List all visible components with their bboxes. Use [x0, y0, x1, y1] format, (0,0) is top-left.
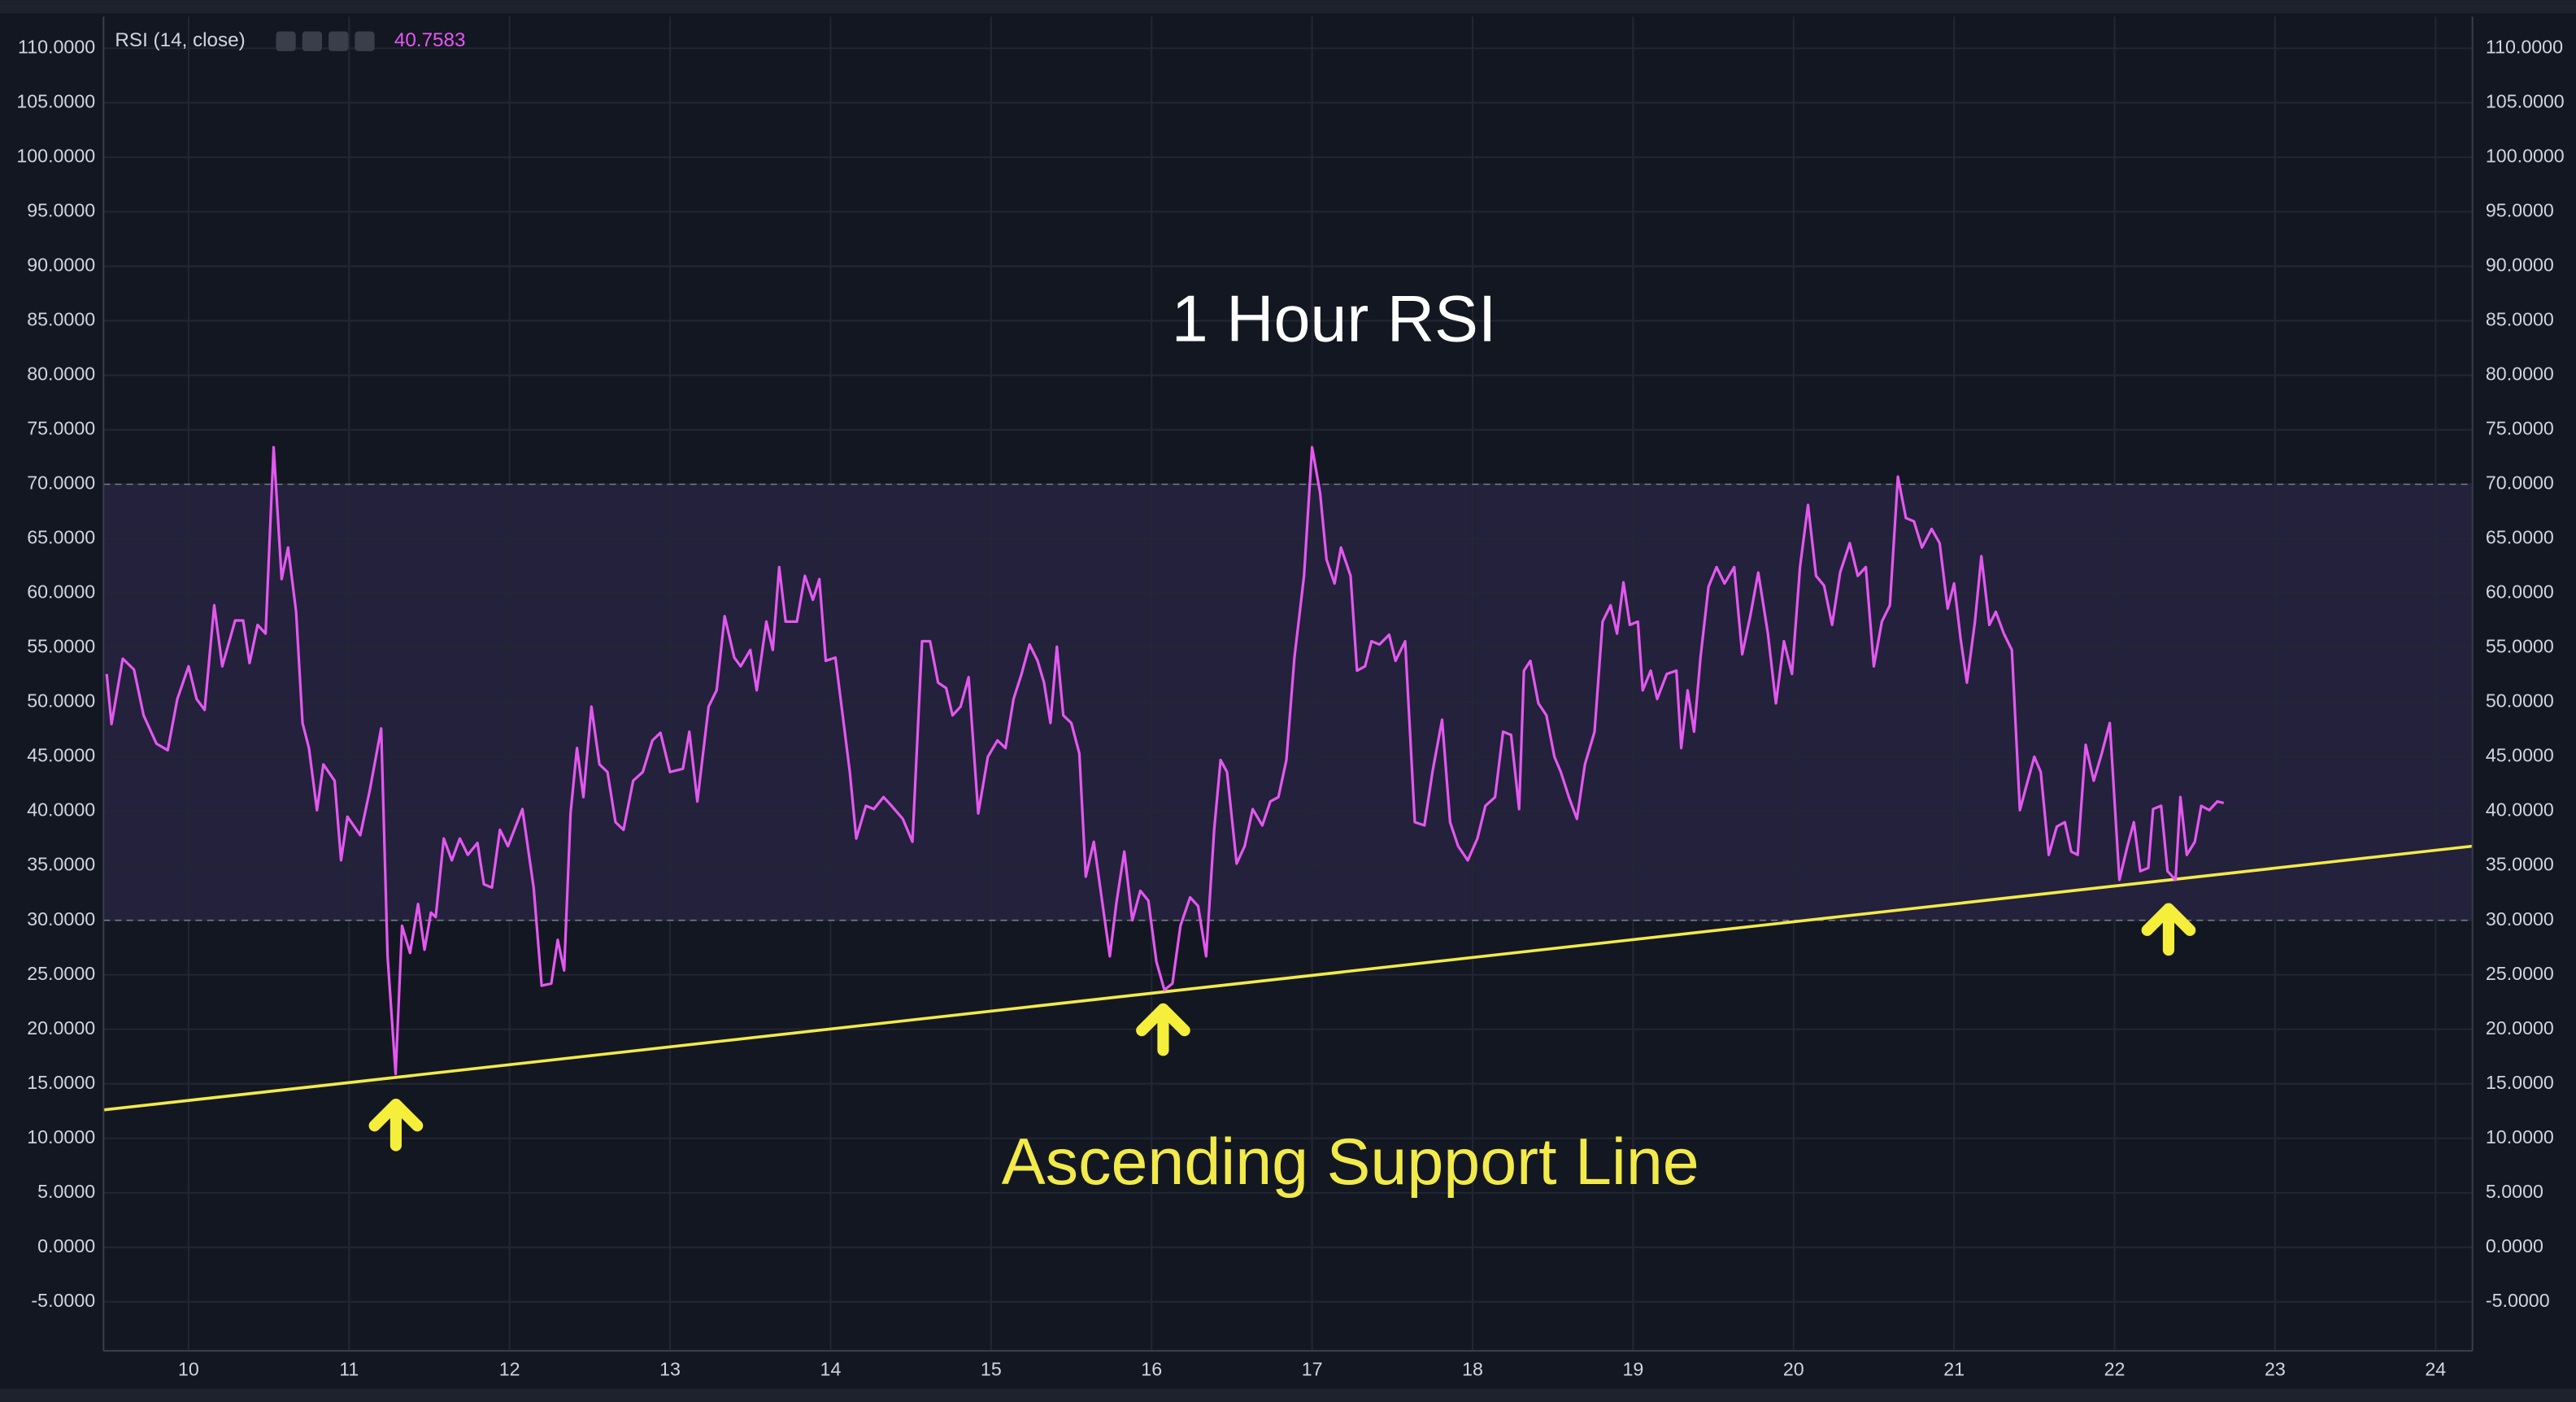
y-tick-label-right: 75.0000 — [2486, 418, 2554, 439]
y-tick-label: 30.0000 — [27, 908, 95, 930]
y-tick-label: 100.0000 — [16, 146, 95, 167]
y-tick-label: 35.0000 — [27, 854, 95, 875]
y-tick-label: 50.0000 — [27, 690, 95, 712]
bottom-strip — [0, 1388, 2576, 1402]
x-tick-label: 15 — [981, 1358, 1002, 1379]
y-tick-label: 70.0000 — [27, 472, 95, 494]
y-tick-label: 25.0000 — [27, 963, 95, 984]
y-tick-label-right: 85.0000 — [2486, 309, 2554, 330]
annotation: Ascending Support Line — [1002, 1126, 1699, 1199]
y-tick-label-right: 40.0000 — [2486, 799, 2554, 821]
x-tick-label: 24 — [2425, 1358, 2446, 1379]
x-tick-label: 17 — [1302, 1358, 1323, 1379]
y-tick-label-right: 20.0000 — [2486, 1017, 2554, 1038]
y-tick-label-right: 10.0000 — [2486, 1126, 2554, 1147]
chart-title: 1 Hour RSI — [1172, 283, 1497, 356]
x-tick-label: 21 — [1943, 1358, 1965, 1379]
indicator-name[interactable]: RSI (14, close) — [115, 29, 245, 51]
remove-button[interactable] — [355, 31, 375, 51]
y-tick-label: 110.0000 — [18, 37, 95, 58]
y-tick-label-right: 55.0000 — [2486, 636, 2554, 657]
x-tick-label: 19 — [1622, 1358, 1643, 1379]
y-tick-label-right: 25.0000 — [2486, 963, 2554, 984]
y-tick-label: 45.0000 — [27, 745, 95, 766]
y-tick-label-right: 30.0000 — [2486, 908, 2554, 930]
y-tick-label-right: 65.0000 — [2486, 527, 2554, 548]
y-tick-label: 20.0000 — [27, 1017, 95, 1038]
y-tick-label-right: -5.0000 — [2486, 1290, 2550, 1311]
y-tick-label: 40.0000 — [27, 799, 95, 821]
y-tick-label-right: 35.0000 — [2486, 854, 2554, 875]
x-tick-label: 14 — [820, 1358, 842, 1379]
y-tick-label-right: 95.0000 — [2486, 200, 2554, 221]
x-tick-label: 13 — [659, 1358, 681, 1379]
y-tick-label-right: 60.0000 — [2486, 581, 2554, 603]
arrow — [2141, 903, 2196, 956]
x-tick-label: 10 — [178, 1358, 199, 1379]
x-tick-label: 18 — [1462, 1358, 1483, 1379]
y-tick-label: 0.0000 — [37, 1235, 95, 1256]
y-tick-label: 90.0000 — [27, 255, 95, 276]
top-strip — [0, 0, 2576, 14]
y-tick-label-right: 105.0000 — [2486, 91, 2565, 112]
y-tick-label: 55.0000 — [27, 636, 95, 657]
plot — [103, 446, 2473, 1112]
y-tick-label-right: 90.0000 — [2486, 255, 2554, 276]
visibility-button[interactable] — [276, 31, 296, 51]
x-tick-label: 12 — [499, 1358, 520, 1379]
y-tick-label-right: 70.0000 — [2486, 472, 2554, 494]
y-tick-label: 75.0000 — [27, 418, 95, 439]
y-tick-label: 15.0000 — [27, 1072, 95, 1093]
arrows — [368, 903, 2196, 1152]
arrow — [1136, 1003, 1190, 1056]
arrow — [368, 1098, 424, 1152]
x-tick-label: 20 — [1783, 1358, 1804, 1379]
y-tick-label: 5.0000 — [37, 1181, 95, 1202]
last-value: 40.7583 — [394, 29, 466, 51]
y-tick-label-right: 100.0000 — [2486, 146, 2565, 167]
y-tick-label: -5.0000 — [31, 1290, 95, 1311]
y-tick-label-right: 0.0000 — [2486, 1235, 2543, 1256]
rsi-line — [105, 446, 2225, 1076]
y-tick-label: 95.0000 — [27, 200, 95, 221]
y-tick-label-right: 110.0000 — [2486, 37, 2563, 58]
indicator-buttons — [276, 31, 375, 51]
y-tick-label: 80.0000 — [27, 364, 95, 385]
y-tick-label: 65.0000 — [27, 527, 95, 548]
y-tick-label: 85.0000 — [27, 309, 95, 330]
support-line — [103, 844, 2473, 1112]
y-tick-label-right: 5.0000 — [2486, 1181, 2543, 1202]
x-tick-label: 11 — [339, 1358, 359, 1379]
settings-button[interactable] — [302, 31, 322, 51]
y-tick-label: 105.0000 — [16, 91, 95, 112]
y-tick-label: 60.0000 — [27, 581, 95, 603]
more-button[interactable] — [329, 31, 349, 51]
x-tick-label: 22 — [2104, 1358, 2126, 1379]
y-tick-label-right: 15.0000 — [2486, 1072, 2554, 1093]
y-tick-label-right: 45.0000 — [2486, 745, 2554, 766]
y-tick-label-right: 80.0000 — [2486, 364, 2554, 385]
y-tick-label: 10.0000 — [27, 1126, 95, 1147]
y-tick-label-right: 50.0000 — [2486, 690, 2554, 712]
x-tick-label: 23 — [2265, 1358, 2286, 1379]
x-tick-label: 16 — [1141, 1358, 1162, 1379]
